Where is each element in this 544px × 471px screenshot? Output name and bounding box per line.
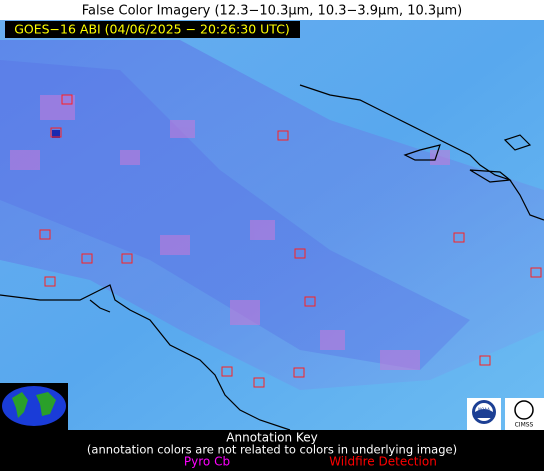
key-item: Pyro Cb bbox=[184, 455, 230, 469]
label-box bbox=[5, 21, 300, 38]
key-bar bbox=[0, 430, 544, 471]
satellite-image bbox=[0, 20, 544, 431]
title: False Color Imagery (12.3−10.3µm, 10.3−3… bbox=[82, 4, 462, 19]
noaa-text: NOAA bbox=[478, 407, 490, 412]
cimss-text: CIMSS bbox=[515, 422, 534, 429]
image-label: GOES−16 ABI (04/06/2025 − 20:26:30 UTC) bbox=[14, 22, 290, 37]
noaa-logo: NOAA bbox=[467, 398, 501, 430]
title-bar bbox=[0, 0, 544, 20]
key-title: Annotation Key bbox=[226, 431, 317, 445]
globe-icon bbox=[0, 383, 68, 430]
key-item: Wildfire Detection bbox=[329, 455, 437, 469]
cimss-logo: CIMSS bbox=[505, 398, 544, 430]
key-note: (annotation colors are not related to co… bbox=[87, 443, 457, 457]
